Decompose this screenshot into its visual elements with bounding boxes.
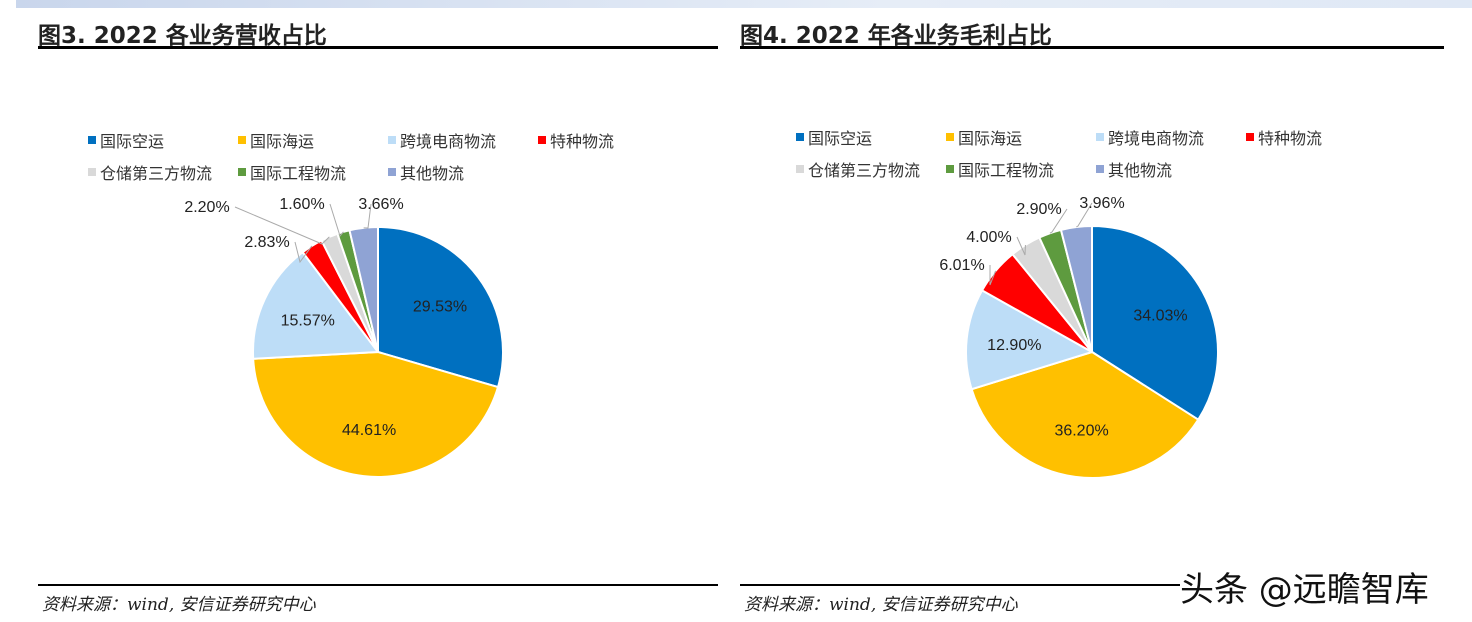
legend-label: 其他物流	[1108, 161, 1173, 180]
pie-slice	[1059, 224, 1093, 353]
legend-label: 国际空运	[808, 129, 873, 148]
source-rule	[38, 584, 718, 586]
data-label: 44.61%	[342, 422, 396, 439]
legend-label: 跨境电商物流	[400, 132, 497, 151]
legend-swatch	[1246, 133, 1254, 141]
data-label: 3.96%	[1079, 195, 1124, 212]
legend-swatch	[1096, 165, 1104, 173]
leader-line	[989, 265, 997, 286]
legend-item: 国际海运	[946, 125, 1022, 149]
data-label: 1.60%	[279, 196, 324, 213]
data-label: 12.90%	[987, 337, 1041, 354]
title-rule	[740, 46, 1444, 49]
legend-item: 其他物流	[1096, 157, 1172, 181]
pie-slice	[348, 225, 379, 353]
legend-item: 国际工程物流	[238, 160, 346, 184]
legend-swatch	[238, 136, 246, 144]
legend-item: 跨境电商物流	[1096, 125, 1204, 149]
legend-swatch	[946, 133, 954, 141]
data-label: 6.01%	[939, 257, 984, 274]
legend-label: 国际空运	[100, 132, 165, 151]
data-label: 36.20%	[1054, 422, 1108, 439]
data-label: 2.90%	[1016, 201, 1061, 218]
legend-label: 特种物流	[550, 132, 615, 151]
source-note: 资料来源：wind, 安信证券研究中心	[42, 595, 316, 615]
legend-swatch	[538, 136, 546, 144]
data-label: 4.00%	[966, 229, 1011, 246]
leader-line	[1016, 236, 1026, 256]
legend-swatch	[388, 136, 396, 144]
legend-swatch	[88, 168, 96, 176]
data-label: 29.53%	[413, 299, 467, 316]
chart-panel-revenue: 图3. 2022 各业务营收占比 国际空运 国际海运 跨境电商物流 特种物流仓储第三方…	[38, 0, 738, 622]
data-label: 3.66%	[358, 196, 403, 213]
legend-item: 国际空运	[88, 128, 164, 152]
legend-label: 跨境电商物流	[1108, 129, 1205, 148]
legend-label: 仓储第三方物流	[808, 161, 921, 180]
leader-line	[363, 203, 372, 229]
pie-slice	[252, 350, 500, 478]
pie-slice	[252, 250, 380, 360]
legend-swatch	[388, 168, 396, 176]
legend-swatch	[796, 165, 804, 173]
leader-line	[329, 203, 344, 238]
legend-item: 其他物流	[388, 160, 464, 184]
legend-swatch	[946, 165, 954, 173]
legend-label: 其他物流	[400, 164, 465, 183]
data-label: 2.83%	[244, 234, 289, 251]
legend-item: 跨境电商物流	[388, 128, 496, 152]
pie-slice	[965, 289, 1095, 391]
legend-swatch	[238, 168, 246, 176]
header-bar	[16, 0, 1472, 8]
data-label: 34.03%	[1133, 307, 1187, 324]
data-label: 15.57%	[281, 312, 335, 329]
leader-line	[234, 206, 330, 245]
source-rule	[740, 584, 1180, 586]
leader-line	[294, 241, 313, 264]
data-label: 2.20%	[184, 199, 229, 216]
title-rule	[38, 46, 718, 49]
chart-panel-gross-profit: 图4. 2022 年各业务毛利占比 国际空运 国际海运 跨境电商物流 特种物流仓储第三…	[740, 0, 1444, 622]
leader-line	[1049, 208, 1068, 234]
legend-item: 特种物流	[1246, 125, 1322, 149]
legend-swatch	[1096, 133, 1104, 141]
legend-label: 国际海运	[250, 132, 315, 151]
legend-item: 特种物流	[538, 128, 614, 152]
legend-label: 国际海运	[958, 129, 1023, 148]
legend-swatch	[796, 133, 804, 141]
legend-label: 国际工程物流	[958, 161, 1055, 180]
leader-line	[1076, 202, 1093, 228]
legend-label: 特种物流	[1258, 129, 1323, 148]
legend-item: 国际空运	[796, 125, 872, 149]
legend-label: 国际工程物流	[250, 164, 347, 183]
pie-slice	[377, 225, 504, 389]
watermark: 头条 @远瞻智库	[1180, 570, 1429, 610]
source-note: 资料来源：wind, 安信证券研究中心	[744, 595, 1018, 615]
chart-title: 图4. 2022 年各业务毛利占比	[740, 23, 1052, 49]
pie-slice	[970, 350, 1200, 479]
legend-label: 仓储第三方物流	[100, 164, 213, 183]
legend-item: 国际工程物流	[946, 157, 1054, 181]
chart-title: 图3. 2022 各业务营收占比	[38, 23, 327, 49]
legend-swatch	[88, 136, 96, 144]
legend-item: 仓储第三方物流	[88, 160, 212, 184]
legend-item: 仓储第三方物流	[796, 157, 920, 181]
legend-item: 国际海运	[238, 128, 314, 152]
